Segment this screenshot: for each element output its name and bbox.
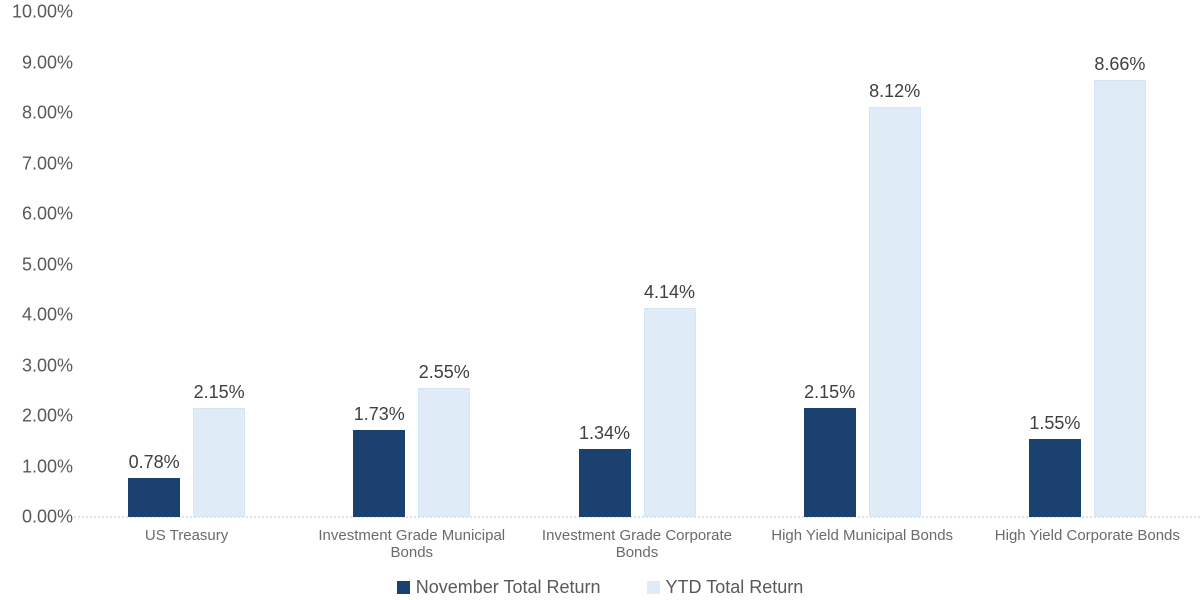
bar-ytd-total-return [1093,79,1146,517]
november-total-return-swatch-icon [396,581,410,594]
category-label: Investment Grade Municipal Bonds [299,524,524,561]
bar-ytd-total-return [868,106,921,517]
category-label: US Treasury [74,524,299,561]
category-label: High Yield Municipal Bonds [750,524,975,561]
category-label: Investment Grade Corporate Bonds [524,524,749,561]
y-axis-tick-label: 7.00% [21,153,73,173]
category-label: High Yield Corporate Bonds [975,524,1200,561]
ytd-total-return-swatch-icon [646,581,660,594]
data-label: 1.73% [353,403,405,424]
y-axis-tick-label: 4.00% [21,304,73,325]
legend-item-november-total-return: November Total Return [396,577,601,598]
data-label: 2.15% [804,382,856,403]
data-label: 1.55% [1029,412,1081,433]
legend-item-ytd-total-return: YTD Total Return [646,577,804,598]
y-axis-tick-label: 2.00% [21,405,73,426]
y-axis-tick-label: 5.00% [21,254,73,274]
data-label: 8.12% [869,80,921,101]
y-axis-tick-label: 6.00% [21,203,73,224]
bar-ytd-total-return [643,307,696,517]
plot-area: 0.78% 2.15% 1.73% 2.55% 1.34% 4.14% 2.15% 8.12%… [74,53,1200,518]
data-label: 2.15% [193,382,245,403]
data-label: 0.78% [128,451,180,472]
x-axis-line [74,516,1200,518]
category-label-text: Investment Grade Corporate Bonds [541,527,733,561]
data-label: 2.55% [418,362,470,383]
y-axis-tick-label: 8.00% [21,102,73,123]
bar-november-total-return [578,449,631,517]
bar-november-total-return [1028,438,1081,517]
bar-november-total-return [128,477,181,517]
x-axis-labels: US Treasury Investment Grade Municipal Bo… [74,524,1200,561]
category-label-text: Investment Grade Municipal Bonds [318,527,506,561]
category-label-text: US Treasury [144,527,229,544]
bar-november-total-return [803,408,856,517]
y-axis-tick-label: 0.00% [21,506,73,527]
data-label: 4.14% [643,281,696,302]
bar-ytd-total-return [193,408,246,517]
y-axis-tick-label: 9.00% [21,52,73,72]
bar-ytd-total-return [418,388,471,517]
y-axis: 0.00% 1.00% 2.00% 3.00% 4.00% 5.00% 6.00% 7.00%… [0,0,73,600]
bar-november-total-return [353,429,406,517]
data-label: 8.66% [1094,53,1146,74]
y-axis-tick-label: 10.00% [11,1,73,22]
category-label-text: High Yield Corporate Bonds [994,527,1180,544]
category-label-text: High Yield Municipal Bonds [771,527,954,544]
y-axis-tick-label: 1.00% [21,456,73,476]
legend: November Total Return YTD Total Return [0,577,1200,598]
y-axis-tick-label: 3.00% [21,355,73,375]
legend-label-ytd-total-return: YTD Total Return [665,577,804,597]
data-label: 1.34% [578,423,631,444]
legend-label-november-total-return: November Total Return [415,577,601,597]
